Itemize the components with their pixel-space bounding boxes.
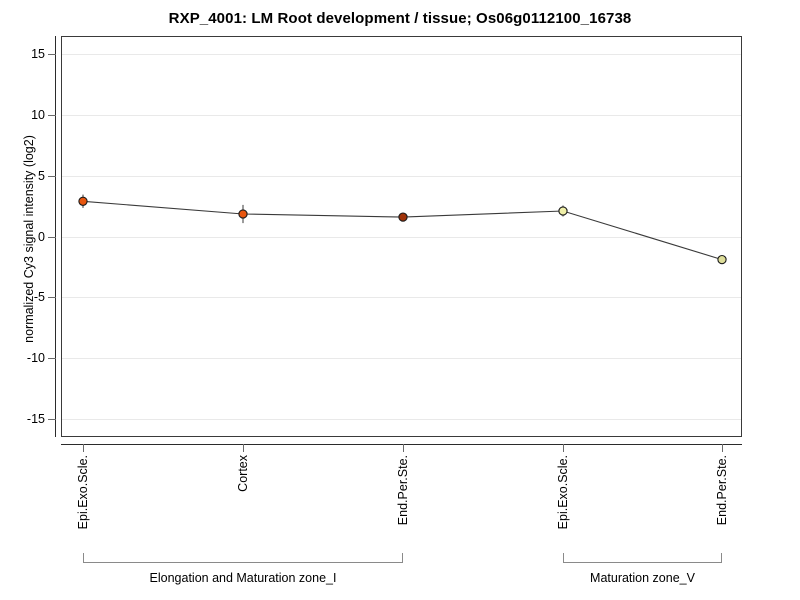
gridline-0 — [62, 236, 741, 238]
y-tick-mark — [48, 54, 56, 55]
x-tick-label: Epi.Exo.Scle. — [76, 455, 90, 530]
y-tick-label: 10 — [31, 108, 45, 122]
y-tick-label: 15 — [31, 47, 45, 61]
x-tick-label: End.Per.Ste. — [396, 455, 410, 526]
chart-title: RXP_4001: LM Root development / tissue; … — [168, 10, 632, 27]
group-label: Elongation and Maturation zone_I — [149, 571, 337, 585]
y-tick-label-wrap: 0 — [0, 230, 45, 244]
x-tick-mark — [722, 444, 723, 452]
y-tick-label: -5 — [33, 290, 45, 304]
y-tick-mark — [48, 358, 56, 359]
y-tick-mark — [48, 297, 56, 298]
x-tick-mark — [563, 444, 564, 452]
y-axis-line — [55, 36, 56, 437]
gridline-10 — [62, 114, 741, 116]
y-tick-label: -10 — [26, 351, 45, 365]
y-tick-label-wrap: 5 — [0, 169, 45, 183]
x-tick-label: Epi.Exo.Scle. — [556, 455, 570, 530]
y-tick-label-wrap: -5 — [0, 290, 45, 304]
gridline-neg15 — [62, 418, 741, 420]
group-label: Maturation zone_V — [590, 571, 695, 585]
x-tick-label-box: End.Per.Ste. — [715, 455, 729, 550]
group-bracket — [563, 553, 722, 563]
y-tick-label-wrap: 10 — [0, 108, 45, 122]
y-tick-label-wrap: -10 — [0, 351, 45, 365]
x-tick-label: Cortex — [236, 455, 250, 492]
x-tick-label-box: End.Per.Ste. — [396, 455, 410, 550]
y-tick-mark — [48, 237, 56, 238]
gridline-5 — [62, 175, 741, 177]
gridline-neg10 — [62, 358, 741, 359]
y-tick-mark — [48, 115, 56, 116]
x-tick-mark — [243, 444, 244, 452]
gridline-neg5 — [62, 297, 741, 299]
plot-area — [61, 36, 742, 437]
x-tick-label-box: Cortex — [236, 455, 250, 550]
gridline-15 — [62, 54, 741, 56]
x-tick-label-box: Epi.Exo.Scle. — [76, 455, 90, 550]
x-tick-label-box: Epi.Exo.Scle. — [556, 455, 570, 550]
y-tick-label-wrap: 15 — [0, 47, 45, 61]
y-tick-label: 5 — [38, 169, 45, 183]
y-tick-label-wrap: -15 — [0, 412, 45, 426]
x-tick-mark — [403, 444, 404, 452]
x-axis-line — [61, 444, 742, 445]
x-tick-mark — [83, 444, 84, 452]
x-tick-label: End.Per.Ste. — [715, 455, 729, 526]
y-tick-mark — [48, 176, 56, 177]
group-bracket — [83, 553, 403, 563]
y-tick-label: 0 — [38, 230, 45, 244]
y-tick-label: -15 — [26, 412, 45, 426]
y-tick-mark — [48, 419, 56, 420]
